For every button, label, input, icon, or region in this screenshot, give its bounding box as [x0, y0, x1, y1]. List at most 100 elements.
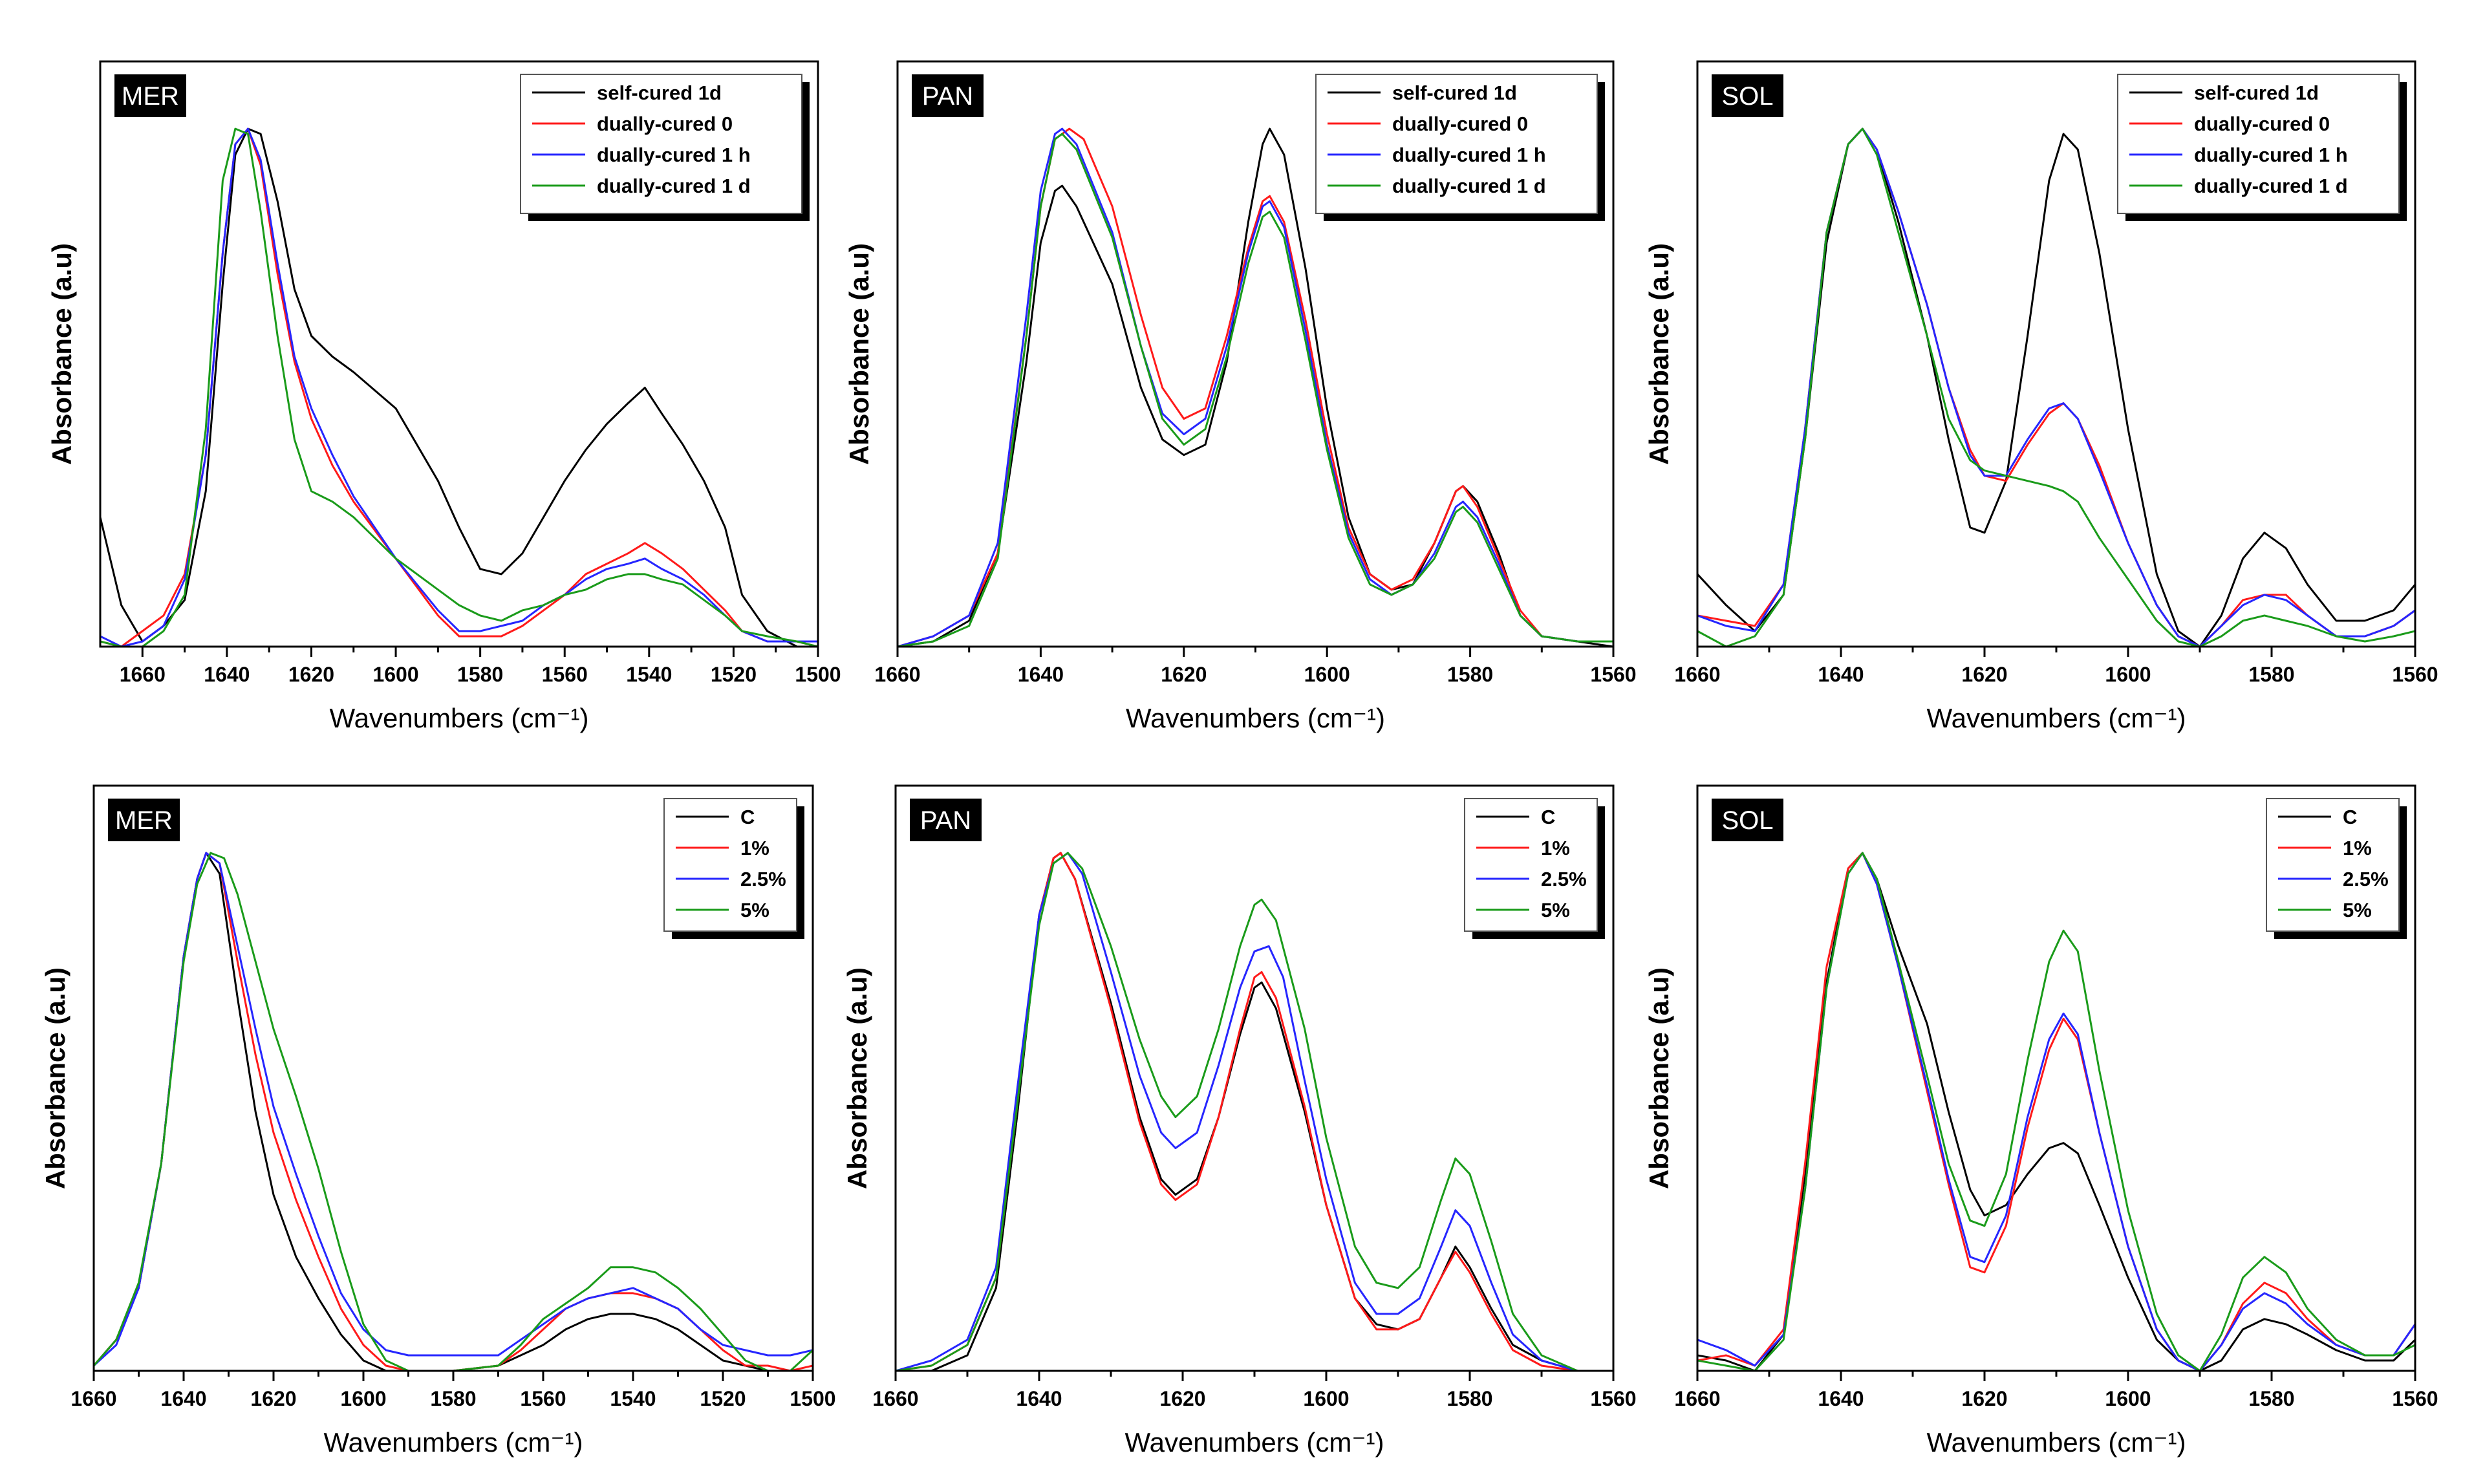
legend-label: dually-cured 1 h: [1392, 144, 1546, 166]
series-line-2: [1697, 852, 2415, 1371]
x-tick-label: 1620: [1961, 663, 2007, 686]
x-axis-title: Wavenumbers (cm⁻¹): [324, 1427, 583, 1457]
legend-label: self-cured 1d: [1392, 81, 1517, 104]
series-line-4: [1697, 852, 2415, 1371]
x-tick-label: 1580: [2248, 1387, 2294, 1410]
panel-tag-box: [912, 74, 984, 117]
y-axis-title: Absorbance (a.u): [842, 967, 872, 1189]
legend-label: dually-cured 1 h: [2194, 144, 2348, 166]
legend-label: 2.5%: [740, 868, 786, 890]
legend-label: dually-cured 1 d: [2194, 175, 2348, 197]
x-tick-label: 1560: [2392, 1387, 2438, 1410]
panel-tag: PAN: [920, 806, 971, 835]
x-tick-label: 1660: [70, 1387, 116, 1410]
x-axis-title: Wavenumbers (cm⁻¹): [330, 703, 589, 733]
x-tick-label: 1640: [1018, 663, 1064, 686]
x-tick-label: 1640: [1016, 1387, 1062, 1410]
x-tick-label: 1620: [1159, 1387, 1205, 1410]
legend-label: dually-cured 1 h: [597, 144, 751, 166]
series-line-3: [896, 852, 1613, 1371]
panel-tag-box: [108, 799, 180, 841]
panel-tag: SOL: [1721, 82, 1773, 111]
y-axis-title: Absorbance (a.u): [1644, 967, 1674, 1189]
series-line-1: [100, 127, 818, 647]
x-tick-label: 1500: [795, 663, 841, 686]
legend-label: 5%: [2343, 899, 2372, 921]
panel-tag-box: [1712, 799, 1783, 841]
series-line-3: [898, 127, 1613, 647]
series-line-3: [100, 127, 818, 647]
series-line-1: [1697, 127, 2415, 647]
x-tick-label: 1600: [2105, 663, 2151, 686]
legend-label: C: [740, 806, 755, 828]
x-tick-label: 1660: [872, 1387, 918, 1410]
legend-box: [2117, 74, 2400, 214]
series-line-1: [898, 127, 1613, 647]
series-line-3: [94, 852, 813, 1367]
x-tick-label: 1580: [1447, 663, 1493, 686]
legend-label: C: [1541, 806, 1555, 828]
x-axis-title: Wavenumbers (cm⁻¹): [1125, 1427, 1384, 1457]
x-tick-label: 1600: [2105, 1387, 2151, 1410]
x-tick-label: 1660: [874, 663, 920, 686]
legend-label: 2.5%: [2343, 868, 2389, 890]
x-tick-label: 1620: [1961, 1387, 2007, 1410]
legend-label: dually-cured 0: [2194, 113, 2330, 135]
x-tick-label: 1500: [790, 1387, 835, 1410]
legend-label: self-cured 1d: [597, 81, 722, 104]
x-tick-label: 1640: [204, 663, 250, 686]
series-line-4: [1697, 127, 2415, 647]
x-tick-label: 1660: [1674, 663, 1720, 686]
x-tick-label: 1600: [372, 663, 418, 686]
x-axis-title: Wavenumbers (cm⁻¹): [1927, 703, 2186, 733]
panel-tag-box: [910, 799, 982, 841]
panel-1: 1660 1640 1620 1600 1580 1560 1540 1520 1500 Wave…: [47, 60, 841, 733]
panel-tag: MER: [122, 82, 179, 111]
legend-label: 1%: [2343, 837, 2372, 859]
panel-tag-box: [1712, 74, 1783, 117]
x-tick-label: 1580: [430, 1387, 476, 1410]
x-tick-label: 1560: [520, 1387, 566, 1410]
legend-label: 5%: [1541, 899, 1570, 921]
panel-4: 1660 1640 1620 1600 1580 1560 1540 1520 1500 Wave…: [40, 784, 836, 1457]
legend-box: [1464, 798, 1598, 932]
x-tick-label: 1620: [250, 1387, 296, 1410]
x-tick-label: 1580: [457, 663, 503, 686]
panel-5: 1660 1640 1620 1600 1580 1560 Wavenumbers (cm⁻…: [842, 784, 1637, 1457]
x-tick-label: 1540: [626, 663, 672, 686]
series-line-4: [94, 852, 813, 1371]
panel-tag: SOL: [1721, 806, 1773, 835]
legend-label: dually-cured 0: [1392, 113, 1528, 135]
x-tick-label: 1580: [1447, 1387, 1492, 1410]
x-tick-label: 1540: [610, 1387, 656, 1410]
y-axis-title: Absorbance (a.u): [844, 243, 874, 465]
y-axis-title: Absorbance (a.u): [40, 967, 70, 1189]
legend-label: 5%: [740, 899, 769, 921]
x-tick-label: 1620: [1161, 663, 1207, 686]
legend-label: self-cured 1d: [2194, 81, 2319, 104]
x-tick-label: 1640: [1818, 1387, 1864, 1410]
x-tick-label: 1560: [1590, 663, 1636, 686]
legend-label: 1%: [1541, 837, 1570, 859]
panel-tag: PAN: [922, 82, 973, 111]
x-tick-label: 1660: [120, 663, 166, 686]
panel-tag-box: [114, 74, 186, 117]
x-tick-label: 1640: [1818, 663, 1864, 686]
panel-3: 1660 1640 1620 1600 1580 1560 Wavenumbers (cm⁻…: [1644, 60, 2438, 733]
panel-tag: MER: [115, 806, 173, 835]
legend-box: [663, 798, 797, 932]
x-tick-label: 1640: [160, 1387, 206, 1410]
y-axis-title: Absorbance (a.u): [47, 243, 77, 465]
x-tick-label: 1600: [1304, 663, 1350, 686]
x-axis-title: Wavenumbers (cm⁻¹): [1927, 1427, 2186, 1457]
legend-label: 1%: [740, 837, 769, 859]
series-line-4: [898, 133, 1613, 647]
series-line-4: [896, 852, 1613, 1371]
legend-label: dually-cured 0: [597, 113, 733, 135]
x-tick-label: 1520: [711, 663, 757, 686]
x-tick-label: 1560: [1590, 1387, 1636, 1410]
series-line-4: [100, 127, 818, 647]
legend-label: dually-cured 1 d: [597, 175, 751, 197]
x-tick-label: 1560: [2392, 663, 2438, 686]
legend-box: [2266, 798, 2400, 932]
